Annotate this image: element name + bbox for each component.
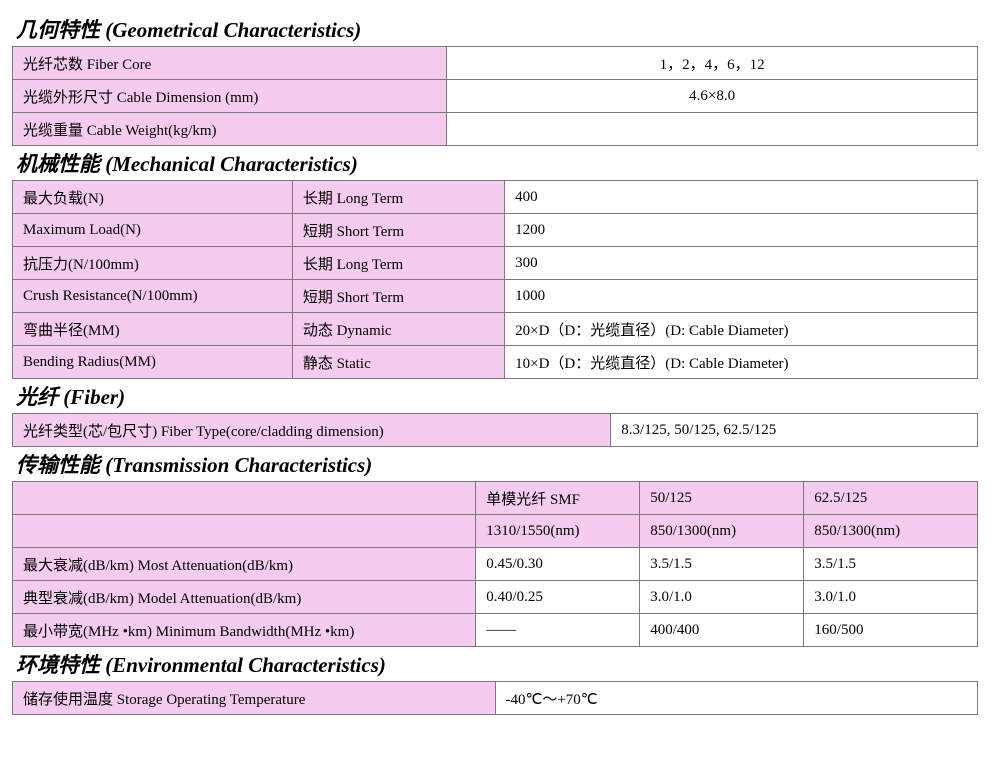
geo-value [447, 113, 978, 146]
mech-label1: 抗压力(N/100mm) [13, 247, 293, 280]
trans-label: 最小带宽(MHz •km) Minimum Bandwidth(MHz •km) [13, 614, 476, 647]
table-row: 单模光纤 SMF 50/125 62.5/125 [13, 482, 978, 515]
mechanical-table: 最大负载(N) 长期 Long Term 400 Maximum Load(N)… [12, 180, 978, 379]
table-row: Maximum Load(N) 短期 Short Term 1200 [13, 214, 978, 247]
mech-label1: 弯曲半径(MM) [13, 313, 293, 346]
mech-label2: 短期 Short Term [292, 280, 504, 313]
geo-label: 光缆重量 Cable Weight(kg/km) [13, 113, 447, 146]
section-title-transmission: 传输性能 (Transmission Characteristics) [16, 449, 978, 479]
table-row: 典型衰减(dB/km) Model Attenuation(dB/km) 0.4… [13, 581, 978, 614]
trans-h1-0 [13, 482, 476, 515]
trans-h1-1: 单模光纤 SMF [476, 482, 640, 515]
mech-label2: 静态 Static [292, 346, 504, 379]
trans-c3: 3.0/1.0 [804, 581, 978, 614]
mech-label1: Crush Resistance(N/100mm) [13, 280, 293, 313]
trans-c3: 3.5/1.5 [804, 548, 978, 581]
fiber-table: 光纤类型(芯/包尺寸) Fiber Type(core/cladding dim… [12, 413, 978, 447]
env-value: -40℃～+70℃ [495, 682, 978, 715]
table-row: Crush Resistance(N/100mm) 短期 Short Term … [13, 280, 978, 313]
environmental-table: 储存使用温度 Storage Operating Temperature -40… [12, 681, 978, 715]
mech-value: 10×D（D：光缆直径）(D: Cable Diameter) [505, 346, 978, 379]
geometrical-table: 光纤芯数 Fiber Core 1，2，4，6，12 光缆外形尺寸 Cable … [12, 46, 978, 146]
fiber-value: 8.3/125, 50/125, 62.5/125 [611, 414, 978, 447]
table-row: 最大衰减(dB/km) Most Attenuation(dB/km) 0.45… [13, 548, 978, 581]
mech-label1: 最大负载(N) [13, 181, 293, 214]
table-row: 光纤芯数 Fiber Core 1，2，4，6，12 [13, 47, 978, 80]
mech-value: 400 [505, 181, 978, 214]
env-label: 储存使用温度 Storage Operating Temperature [13, 682, 496, 715]
table-row: 光缆外形尺寸 Cable Dimension (mm) 4.6×8.0 [13, 80, 978, 113]
geo-label: 光缆外形尺寸 Cable Dimension (mm) [13, 80, 447, 113]
table-row: 最小带宽(MHz •km) Minimum Bandwidth(MHz •km)… [13, 614, 978, 647]
table-row: Bending Radius(MM) 静态 Static 10×D（D：光缆直径… [13, 346, 978, 379]
transmission-table: 单模光纤 SMF 50/125 62.5/125 1310/1550(nm) 8… [12, 481, 978, 647]
trans-h2-3: 850/1300(nm) [804, 515, 978, 548]
trans-label: 典型衰减(dB/km) Model Attenuation(dB/km) [13, 581, 476, 614]
table-row: 光缆重量 Cable Weight(kg/km) [13, 113, 978, 146]
mech-value: 300 [505, 247, 978, 280]
table-row: 储存使用温度 Storage Operating Temperature -40… [13, 682, 978, 715]
mech-label2: 动态 Dynamic [292, 313, 504, 346]
table-row: 弯曲半径(MM) 动态 Dynamic 20×D（D：光缆直径）(D: Cabl… [13, 313, 978, 346]
mech-label1: Bending Radius(MM) [13, 346, 293, 379]
table-row: 抗压力(N/100mm) 长期 Long Term 300 [13, 247, 978, 280]
trans-c2: 3.5/1.5 [640, 548, 804, 581]
mech-label2: 短期 Short Term [292, 214, 504, 247]
section-title-geometrical: 几何特性 (Geometrical Characteristics) [16, 14, 978, 44]
mech-label2: 长期 Long Term [292, 181, 504, 214]
trans-c2: 3.0/1.0 [640, 581, 804, 614]
trans-c3: 160/500 [804, 614, 978, 647]
trans-h2-0 [13, 515, 476, 548]
trans-c1: 0.40/0.25 [476, 581, 640, 614]
mech-label2: 长期 Long Term [292, 247, 504, 280]
mech-label1: Maximum Load(N) [13, 214, 293, 247]
mech-value: 1000 [505, 280, 978, 313]
mech-value: 1200 [505, 214, 978, 247]
table-row: 光纤类型(芯/包尺寸) Fiber Type(core/cladding dim… [13, 414, 978, 447]
section-title-fiber: 光纤 (Fiber) [16, 381, 978, 411]
mech-value: 20×D（D：光缆直径）(D: Cable Diameter) [505, 313, 978, 346]
table-row: 1310/1550(nm) 850/1300(nm) 850/1300(nm) [13, 515, 978, 548]
trans-label: 最大衰减(dB/km) Most Attenuation(dB/km) [13, 548, 476, 581]
section-title-mechanical: 机械性能 (Mechanical Characteristics) [16, 148, 978, 178]
trans-h1-3: 62.5/125 [804, 482, 978, 515]
geo-label: 光纤芯数 Fiber Core [13, 47, 447, 80]
geo-value: 1，2，4，6，12 [447, 47, 978, 80]
fiber-label: 光纤类型(芯/包尺寸) Fiber Type(core/cladding dim… [13, 414, 611, 447]
section-title-environmental: 环境特性 (Environmental Characteristics) [16, 649, 978, 679]
trans-h2-1: 1310/1550(nm) [476, 515, 640, 548]
geo-value: 4.6×8.0 [447, 80, 978, 113]
table-row: 最大负载(N) 长期 Long Term 400 [13, 181, 978, 214]
trans-h1-2: 50/125 [640, 482, 804, 515]
trans-c1: —— [476, 614, 640, 647]
trans-h2-2: 850/1300(nm) [640, 515, 804, 548]
trans-c2: 400/400 [640, 614, 804, 647]
trans-c1: 0.45/0.30 [476, 548, 640, 581]
